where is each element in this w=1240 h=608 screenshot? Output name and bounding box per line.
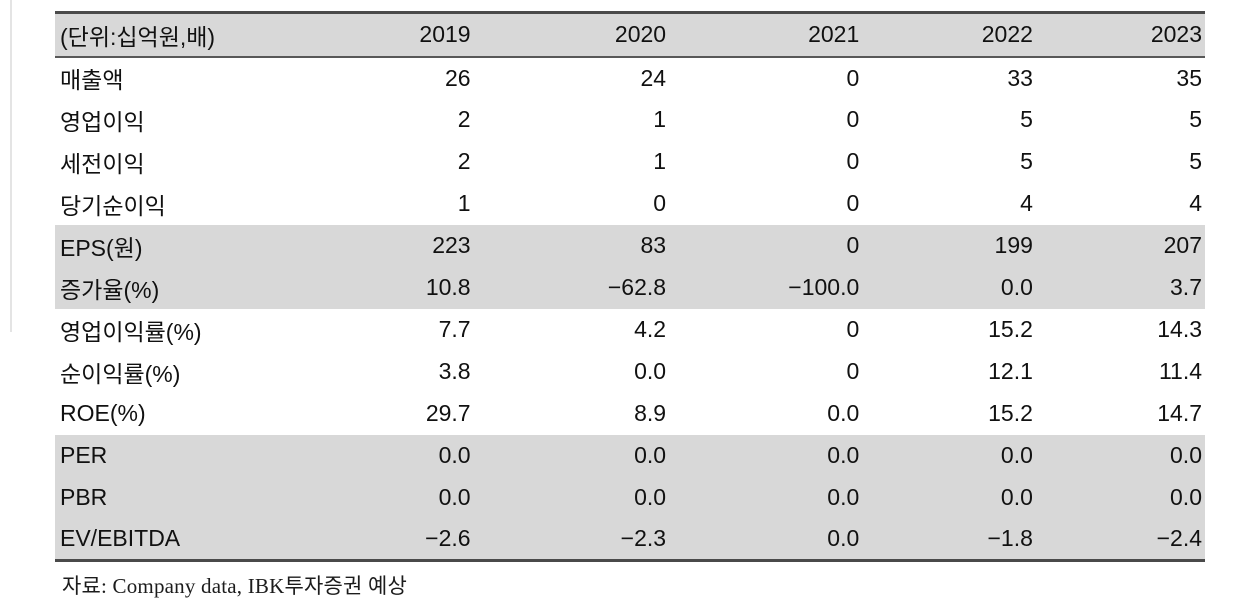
- year-header: 2020: [473, 12, 670, 58]
- row-label: 매출액: [60, 67, 124, 93]
- table-row-pbr: PBR 0.0 0.0 0.0 0.0 0.0: [55, 476, 1205, 519]
- table-row-roe: ROE(%) 29.7 8.9 0.0 15.2 14.7: [55, 393, 1205, 435]
- value-cell: 223: [432, 232, 471, 258]
- value-cell: 0.0: [1170, 484, 1202, 510]
- table-row-ev-ebitda: EV/EBITDA −2.6 −2.3 0.0 −1.8 −2.4: [55, 518, 1205, 561]
- page-margin-rule: [10, 0, 12, 332]
- value-cell: 0: [846, 232, 860, 258]
- table-row-operating-profit: 영업이익 2 1 0 5 5: [55, 99, 1205, 141]
- value-cell: 0: [846, 148, 860, 174]
- value-cell: 0: [846, 106, 860, 132]
- value-cell: −2.4: [1156, 525, 1202, 552]
- financial-summary-table-container: (단위:십억원,배) 2019 2020 2021 2022 2023 매출액 …: [55, 11, 1205, 562]
- value-cell: 24: [640, 64, 667, 91]
- value-cell: 0: [846, 358, 860, 384]
- year-header: 2021: [669, 12, 863, 58]
- value-cell: 3.8: [438, 358, 471, 384]
- value-cell: 1: [653, 148, 667, 174]
- value-cell: 1: [653, 106, 667, 132]
- value-cell: 2: [457, 106, 471, 132]
- value-cell: −2.3: [620, 525, 667, 552]
- value-cell: 3.7: [1170, 274, 1202, 300]
- year-header: 2022: [862, 12, 1036, 58]
- value-cell: 0.0: [1000, 274, 1033, 300]
- value-cell: 10.8: [425, 274, 471, 300]
- value-cell: 33: [1007, 64, 1033, 91]
- table-row-revenue: 매출액 26 24 0 33 35: [55, 57, 1205, 99]
- value-cell: 7.7: [438, 316, 471, 342]
- row-label: ROE(%): [60, 400, 146, 426]
- financial-summary-table: (단위:십억원,배) 2019 2020 2021 2022 2023 매출액 …: [55, 11, 1205, 562]
- value-cell: 0.0: [827, 442, 860, 468]
- value-cell: 0.0: [1000, 484, 1033, 510]
- row-label: 영업이익률(%): [60, 318, 202, 345]
- value-cell: 26: [444, 64, 471, 91]
- value-cell: 199: [994, 232, 1033, 258]
- value-cell: 5: [1189, 148, 1202, 174]
- row-label: EPS(원): [60, 234, 143, 261]
- row-label: EV/EBITDA: [60, 525, 181, 552]
- table-row-eps: EPS(원) 223 83 0 199 207: [55, 224, 1205, 267]
- value-cell: 0.0: [827, 525, 860, 552]
- value-cell: 0.0: [634, 358, 667, 384]
- value-cell: 14.3: [1157, 316, 1202, 342]
- table-row-pretax-profit: 세전이익 2 1 0 5 5: [55, 141, 1205, 183]
- value-cell: 35: [1176, 64, 1202, 91]
- value-cell: 0.0: [634, 442, 667, 468]
- value-cell: −1.8: [987, 525, 1033, 552]
- value-cell: 0.0: [827, 400, 860, 426]
- value-cell: 4: [1189, 190, 1202, 216]
- value-cell: 15.2: [988, 400, 1033, 426]
- unit-label: (단위:십억원,배): [55, 12, 281, 58]
- table-row-net-profit: 당기순이익 1 0 0 4 4: [55, 183, 1205, 225]
- value-cell: −62.8: [607, 274, 667, 300]
- value-cell: 0: [846, 64, 860, 91]
- value-cell: 207: [1163, 232, 1202, 258]
- value-cell: 0: [653, 190, 667, 216]
- year-header: 2019: [280, 12, 474, 58]
- value-cell: 5: [1020, 148, 1033, 174]
- value-cell: 11.4: [1158, 358, 1202, 384]
- value-cell: 15.2: [988, 316, 1033, 342]
- value-cell: 8.9: [634, 400, 667, 426]
- value-cell: 12.1: [988, 358, 1033, 384]
- value-cell: 0.0: [827, 484, 860, 510]
- table-row-operating-margin: 영업이익률(%) 7.7 4.2 0 15.2 14.3: [55, 309, 1205, 351]
- value-cell: 5: [1020, 106, 1033, 132]
- value-cell: 29.7: [425, 400, 471, 426]
- row-label: PER: [60, 442, 108, 468]
- row-label: 증가율(%): [60, 276, 160, 303]
- value-cell: 0.0: [438, 442, 471, 468]
- value-cell: −2.6: [425, 525, 471, 552]
- row-label: 당기순이익: [60, 192, 166, 219]
- value-cell: 4: [1020, 190, 1033, 216]
- value-cell: −100.0: [788, 274, 860, 300]
- value-cell: 0.0: [1000, 442, 1033, 468]
- value-cell: 0.0: [1170, 442, 1202, 468]
- year-header: 2023: [1035, 12, 1205, 58]
- value-cell: 83: [640, 232, 667, 258]
- table-row-net-margin: 순이익률(%) 3.8 0.0 0 12.1 11.4: [55, 351, 1205, 393]
- value-cell: 4.2: [634, 316, 667, 342]
- value-cell: 1: [457, 190, 471, 216]
- row-label: 순이익률(%): [60, 360, 181, 387]
- row-label: PBR: [60, 484, 108, 510]
- table-row-per: PER 0.0 0.0 0.0 0.0 0.0: [55, 434, 1205, 477]
- header-row: (단위:십억원,배) 2019 2020 2021 2022 2023: [55, 12, 1205, 58]
- value-cell: 0: [846, 190, 860, 216]
- source-note: 자료: Company data, IBK투자증권 예상: [62, 574, 408, 598]
- value-cell: 0: [846, 316, 860, 342]
- table-row-eps-growth: 증가율(%) 10.8 −62.8 −100.0 0.0 3.7: [55, 266, 1205, 309]
- value-cell: 14.7: [1157, 400, 1202, 426]
- row-label: 세전이익: [60, 150, 145, 177]
- value-cell: 0.0: [634, 484, 667, 510]
- value-cell: 5: [1189, 106, 1202, 132]
- row-label: 영업이익: [60, 108, 145, 135]
- value-cell: 0.0: [438, 484, 471, 510]
- value-cell: 2: [457, 148, 471, 174]
